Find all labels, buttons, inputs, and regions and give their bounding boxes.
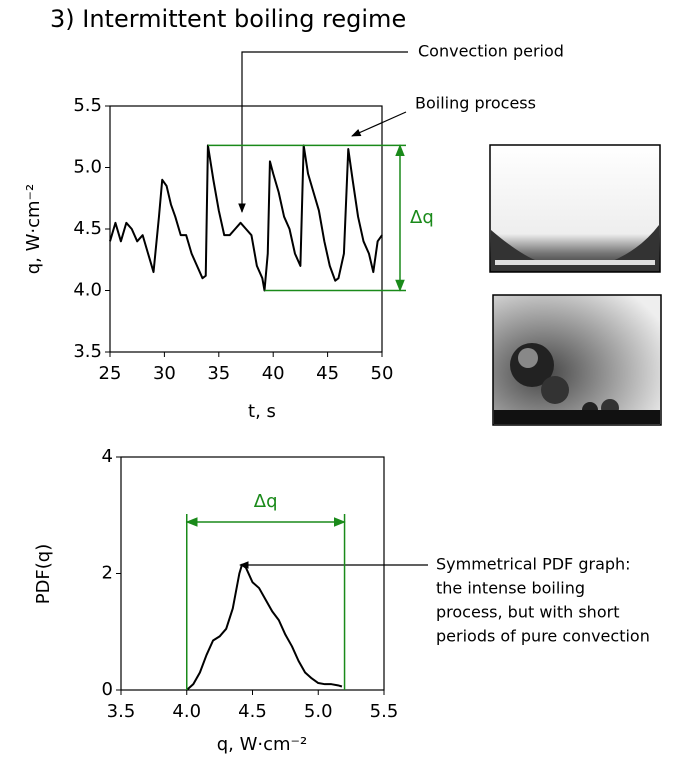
x-tick-label: 5.5: [370, 701, 399, 722]
chart1-annotations: [238, 51, 428, 569]
annotation: Boiling process: [415, 94, 536, 113]
y-axis-label: q, W·cm⁻²: [23, 184, 44, 275]
annotation: Convection period: [418, 42, 564, 61]
x-tick-label: 40: [262, 363, 285, 384]
x-axis-label: t, s: [248, 401, 276, 422]
x-tick-label: 5.0: [304, 701, 333, 722]
y-tick-label: 0: [102, 679, 113, 700]
y-tick-label: 5.5: [73, 95, 102, 116]
figure-title: 3) Intermittent boiling regime: [50, 5, 406, 33]
y-tick-label: 4.5: [73, 218, 102, 239]
x-tick-label: 45: [316, 363, 339, 384]
annotation: Symmetrical PDF graph:: [436, 555, 631, 574]
annotation: the intense boiling: [436, 579, 585, 598]
x-tick-label: 25: [99, 363, 122, 384]
x-tick-label: 4.0: [172, 701, 201, 722]
y-tick-label: 5.0: [73, 157, 102, 178]
photo-boiling: [492, 294, 662, 426]
y-tick-label: 2: [102, 563, 113, 584]
x-tick-label: 4.5: [238, 701, 267, 722]
y-axis-label: PDF(q): [33, 544, 54, 605]
range-label: Δq: [254, 491, 278, 512]
y-tick-label: 4: [102, 446, 113, 467]
annotation: process, but with short: [436, 603, 619, 622]
x-axis-label: q, W·cm⁻²: [217, 734, 308, 755]
x-tick-label: 35: [207, 363, 230, 384]
x-tick-label: 50: [371, 363, 394, 384]
photo-convection: [489, 144, 661, 273]
x-tick-label: 3.5: [107, 701, 136, 722]
y-tick-label: 4.0: [73, 280, 102, 301]
annotation: periods of pure convection: [436, 627, 650, 646]
data-line: [186, 563, 343, 691]
range-label: Δq: [410, 207, 434, 228]
data-line: [109, 144, 383, 292]
x-tick-label: 30: [153, 363, 176, 384]
y-tick-label: 3.5: [73, 341, 102, 362]
